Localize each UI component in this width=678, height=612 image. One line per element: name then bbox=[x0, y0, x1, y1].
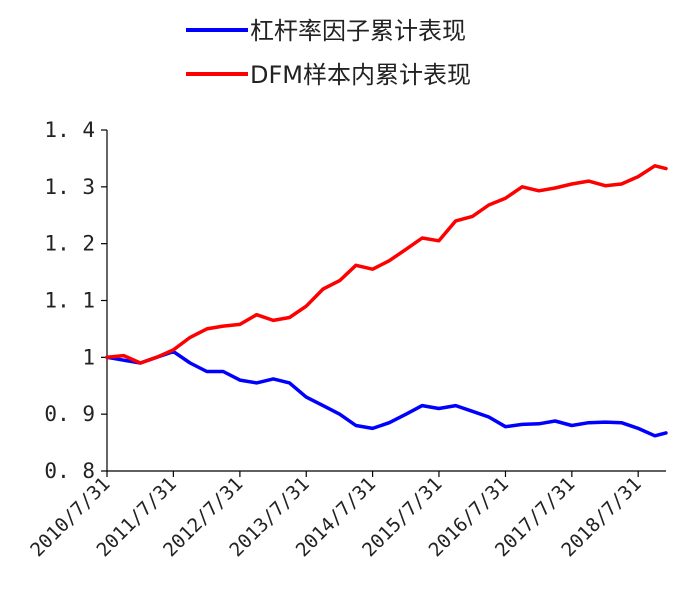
series-layer bbox=[105, 164, 668, 438]
x-axis: 2010/7/312011/7/312012/7/312013/7/312014… bbox=[26, 470, 666, 561]
y-tick-label: 1. 1 bbox=[44, 289, 95, 313]
y-axis: 0. 8 0. 9 1 1. 1 1. 2 1. 3 1. 4 bbox=[44, 118, 108, 483]
legend-label-1: DFM样本内累计表现 bbox=[250, 61, 471, 89]
series-line-0 bbox=[105, 349, 668, 438]
y-tick-label: 0. 8 bbox=[44, 459, 95, 483]
series-line-1 bbox=[105, 164, 668, 365]
y-tick-label: 1. 3 bbox=[44, 175, 95, 199]
legend: 杠杆率因子累计表现 DFM样本内累计表现 bbox=[186, 17, 471, 89]
y-tick-label: 1 bbox=[82, 345, 95, 369]
y-tick-label: 0. 9 bbox=[44, 402, 95, 426]
y-tick-label: 1. 4 bbox=[44, 118, 95, 142]
y-tick-label: 1. 2 bbox=[44, 232, 95, 256]
legend-label-0: 杠杆率因子累计表现 bbox=[250, 17, 466, 45]
